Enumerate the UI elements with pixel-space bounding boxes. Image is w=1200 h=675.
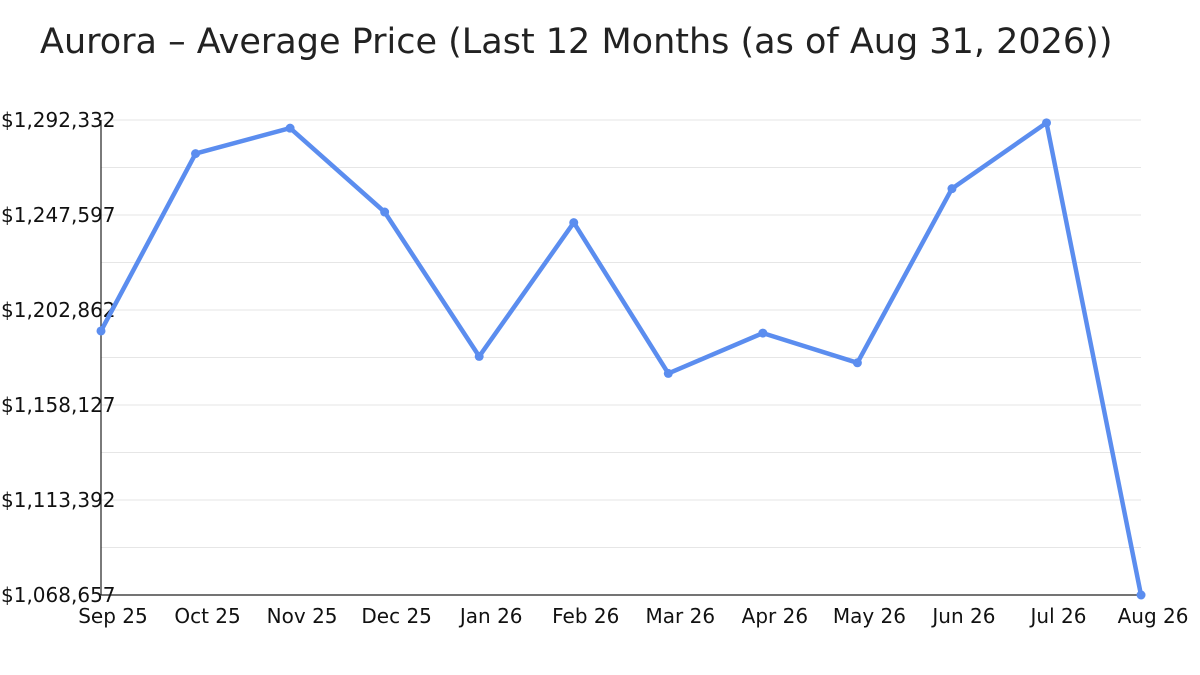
x-tick-label: May 26: [833, 604, 906, 628]
y-tick-label: $1,068,657: [1, 583, 116, 607]
x-tick-label: Feb 26: [552, 604, 619, 628]
x-tick-label: Sep 25: [78, 604, 148, 628]
series-layer: [96, 118, 1146, 600]
x-tick-label: Dec 25: [361, 604, 432, 628]
y-tick-label: $1,113,392: [1, 488, 116, 512]
x-tick-label: Mar 26: [646, 604, 716, 628]
data-point: [1042, 118, 1051, 128]
y-tick-label: $1,158,127: [1, 393, 116, 417]
axes: [100, 120, 1141, 596]
data-point: [758, 328, 768, 338]
x-tick-label: Aug 26: [1118, 604, 1189, 628]
series-line: [98, 120, 1144, 598]
data-point: [474, 351, 484, 361]
x-tick-label: Jan 26: [458, 604, 523, 628]
data-point: [663, 368, 673, 378]
data-point: [96, 326, 106, 336]
chart-title: Aurora – Average Price (Last 12 Months (…: [40, 22, 1113, 62]
data-point: [852, 358, 862, 368]
x-tick-label: Apr 26: [742, 604, 808, 628]
data-point: [380, 207, 390, 217]
y-tick-label: $1,202,862: [1, 298, 116, 322]
y-tick-label: $1,292,332: [1, 108, 116, 132]
data-point: [285, 123, 295, 133]
x-tick-label: Oct 25: [174, 604, 240, 628]
x-tick-label: Nov 25: [267, 604, 338, 628]
x-tick-label: Jun 26: [930, 604, 995, 628]
y-axis-tick-labels: $1,068,657 $1,113,392 $1,158,127 $1,202,862…: [1, 108, 116, 607]
y-tick-label: $1,247,597: [1, 203, 116, 227]
data-point: [569, 218, 579, 228]
gridlines: [101, 119, 1141, 548]
data-point: [1136, 590, 1146, 600]
x-axis-tick-labels: Sep 25 Oct 25 Nov 25 Dec 25 Jan 26 Feb 26 Mar …: [78, 604, 1188, 628]
x-tick-label: Jul 26: [1029, 604, 1087, 628]
data-point: [191, 149, 201, 159]
data-point: [947, 184, 957, 194]
